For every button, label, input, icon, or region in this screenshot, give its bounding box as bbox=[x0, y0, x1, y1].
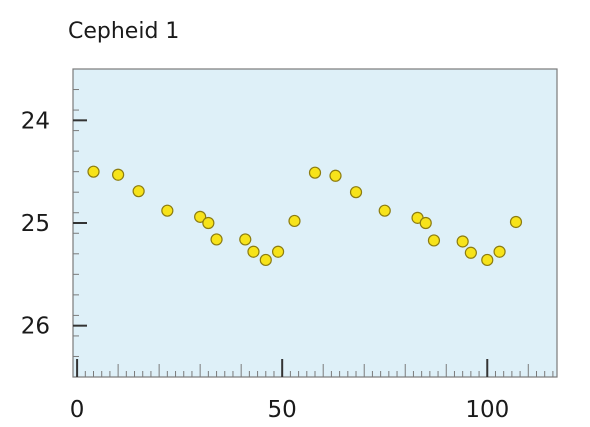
data-point bbox=[329, 169, 342, 182]
x-tick-label: 0 bbox=[70, 397, 85, 423]
data-point bbox=[378, 204, 391, 217]
data-point bbox=[210, 233, 223, 246]
data-point bbox=[194, 210, 207, 223]
data-point bbox=[481, 253, 494, 267]
tick-labels: 0 50 100 24 25 26 bbox=[21, 108, 510, 423]
data-point bbox=[259, 253, 272, 267]
data-point bbox=[308, 166, 322, 179]
data-points bbox=[87, 165, 523, 267]
x-tick-label: 50 bbox=[268, 397, 297, 423]
data-point bbox=[288, 214, 301, 228]
data-point bbox=[112, 168, 125, 181]
data-point bbox=[509, 215, 523, 229]
x-tick-label: 100 bbox=[465, 397, 509, 423]
data-point bbox=[161, 204, 174, 217]
y-tick-label: 26 bbox=[21, 314, 50, 340]
data-point bbox=[427, 234, 441, 247]
data-point bbox=[87, 165, 100, 178]
plot-area bbox=[72, 68, 558, 378]
data-point bbox=[349, 186, 363, 199]
data-point bbox=[247, 245, 260, 258]
data-point bbox=[239, 233, 252, 246]
y-tick-label: 25 bbox=[21, 211, 50, 237]
major-ticks bbox=[73, 119, 489, 377]
data-point bbox=[202, 216, 215, 230]
data-point bbox=[464, 246, 477, 259]
chart-title: Cepheid 1 bbox=[68, 19, 179, 44]
data-point bbox=[419, 216, 432, 230]
data-point bbox=[271, 245, 285, 258]
data-point bbox=[456, 235, 469, 248]
data-point bbox=[493, 245, 506, 258]
data-point bbox=[132, 185, 145, 198]
y-tick-label: 24 bbox=[21, 108, 50, 134]
